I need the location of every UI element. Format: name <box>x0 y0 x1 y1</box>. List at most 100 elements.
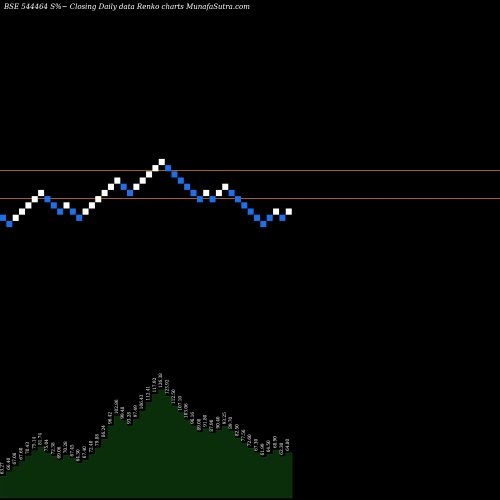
renko-brick-down <box>6 220 13 228</box>
volume-label: 87.90 <box>209 419 214 431</box>
renko-brick-up <box>31 196 38 203</box>
renko-brick-down <box>279 214 286 221</box>
renko-brick-down <box>241 202 248 209</box>
volume-label: 90.40 <box>215 416 220 428</box>
volume-label: 107.10 <box>177 396 182 411</box>
renko-brick-up <box>133 183 140 190</box>
renko-brick-down <box>0 214 6 221</box>
renko-brick-down <box>254 214 260 221</box>
renko-brick-up <box>107 183 114 190</box>
renko-brick-down <box>69 208 76 215</box>
volume-label: 102.86 <box>114 399 119 414</box>
renko-brick-down <box>266 214 273 221</box>
volume-area <box>0 389 293 499</box>
renko-brick-up <box>203 189 210 197</box>
volume-label: 112.50 <box>171 389 176 404</box>
renko-brick-down <box>234 196 241 203</box>
volume-label: 89.70 <box>228 416 233 428</box>
renko-brick-down <box>120 183 127 190</box>
volume-label: 67.08 <box>12 452 17 464</box>
renko-brick-up <box>63 202 70 209</box>
volume-label: 62.30 <box>279 442 284 454</box>
renko-brick-down <box>228 189 235 197</box>
volume-label: 93.28 <box>127 412 132 424</box>
volume-panel <box>0 389 293 499</box>
volume-label: 82.50 <box>234 424 239 436</box>
volume-label: 81.74 <box>38 433 43 445</box>
renko-brick-up <box>158 158 165 166</box>
price-bricks <box>0 158 292 228</box>
chart-title: BSE 544464 S%~ Closing Daily data Renko … <box>3 3 250 11</box>
volume-label: 67.60 <box>19 447 24 459</box>
renko-brick-up <box>95 196 102 203</box>
volume-label: 126.38 <box>158 373 163 388</box>
volume-label: 93.25 <box>222 412 227 424</box>
renko-brick-up <box>152 165 159 172</box>
volume-label: 70.28 <box>63 441 68 453</box>
renko-brick-down <box>190 189 197 197</box>
renko-brick-down <box>209 196 216 203</box>
renko-brick-up <box>12 214 19 221</box>
renko-brick-down <box>171 171 178 178</box>
renko-brick-down <box>57 208 64 215</box>
renko-brick-up <box>273 208 280 215</box>
volume-label: 67.45 <box>69 444 74 456</box>
volume-label: 67.30 <box>254 439 259 451</box>
renko-brick-down <box>196 196 203 203</box>
volume-label: 70.43 <box>25 442 30 454</box>
renko-brick-down <box>127 189 133 197</box>
volume-label: 106.43 <box>139 394 144 409</box>
volume-label: 97.49 <box>133 405 138 417</box>
volume-label: 103.06 <box>184 403 189 418</box>
volume-label: 63.27 <box>0 462 5 474</box>
volume-label: 67.40 <box>82 446 87 458</box>
renko-brick-up <box>25 202 32 209</box>
volume-label: 61.99 <box>260 443 265 455</box>
volume-label: 72.38 <box>50 442 55 454</box>
renko-brick-down <box>44 196 51 203</box>
renko-brick-up <box>82 208 89 215</box>
volume-label: 86.24 <box>101 425 106 437</box>
renko-brick-up <box>101 189 108 197</box>
renko-brick-up <box>38 189 45 197</box>
volume-label: 112.41 <box>146 385 151 400</box>
renko-brick-up <box>146 171 153 178</box>
volume-label: 89.08 <box>196 418 201 430</box>
volume-label: 75.14 <box>31 436 36 448</box>
volume-label: 117.92 <box>152 377 157 392</box>
volume-label: 64.50 <box>266 440 271 452</box>
renko-brick-up <box>19 208 26 215</box>
volume-label: 91.80 <box>203 414 208 426</box>
volume-label: 64.30 <box>76 449 81 461</box>
renko-brick-down <box>50 202 57 209</box>
volume-label: 96.16 <box>190 412 195 424</box>
volume-label: 77.56 <box>241 429 246 441</box>
renko-brick-up <box>222 183 229 190</box>
volume-label: 123.92 <box>165 379 170 394</box>
volume-label: 96.42 <box>107 412 112 424</box>
volume-label: 72.40 <box>88 440 93 452</box>
volume-label: 79.88 <box>95 434 100 446</box>
volume-label: 69.06 <box>57 446 62 458</box>
volume-label: 66.40 <box>6 457 11 469</box>
volume-label: 75.04 <box>44 439 49 451</box>
volume-labels: 63.27 66.40 67.08 67.60 70.43 75.14 81.7475.04… <box>0 373 290 474</box>
renko-brick-up <box>285 208 292 215</box>
renko-brick-up <box>215 189 222 197</box>
renko-brick-down <box>165 165 172 172</box>
volume-label: 64.80 <box>285 439 290 451</box>
renko-brick-down <box>184 183 191 190</box>
renko-brick-down <box>76 214 83 221</box>
renko-brick-up <box>139 177 146 184</box>
volume-label: 99.48 <box>120 406 125 418</box>
reference-lines <box>0 170 500 199</box>
renko-brick-down <box>247 208 254 215</box>
renko-brick-up <box>88 202 95 209</box>
renko-brick-up <box>114 177 121 184</box>
renko-brick-down <box>177 177 184 184</box>
volume-label: 72.60 <box>247 434 252 446</box>
renko-brick-down <box>260 220 267 228</box>
volume-label: 68.90 <box>273 436 278 448</box>
